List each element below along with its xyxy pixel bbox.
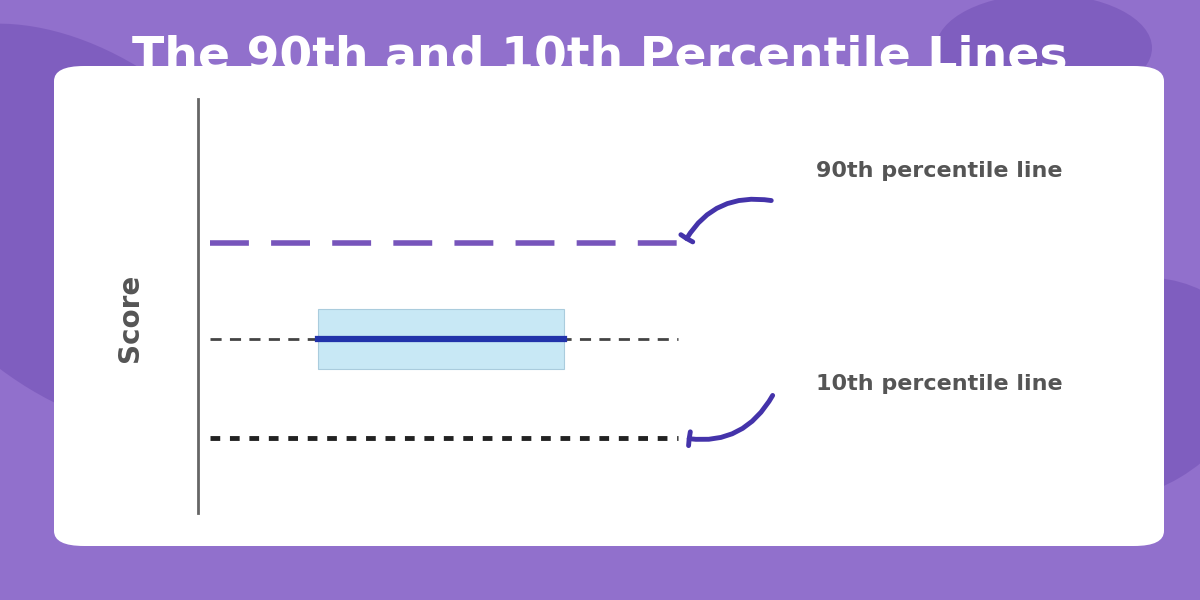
FancyBboxPatch shape — [54, 66, 1164, 546]
Ellipse shape — [0, 23, 299, 433]
Ellipse shape — [936, 0, 1152, 102]
Text: 90th percentile line: 90th percentile line — [816, 161, 1062, 181]
Ellipse shape — [980, 277, 1200, 503]
Text: The 90th and 10th Percentile Lines: The 90th and 10th Percentile Lines — [132, 34, 1068, 79]
Text: 10th percentile line: 10th percentile line — [816, 374, 1063, 394]
FancyBboxPatch shape — [318, 309, 564, 369]
Text: Score: Score — [115, 274, 144, 362]
